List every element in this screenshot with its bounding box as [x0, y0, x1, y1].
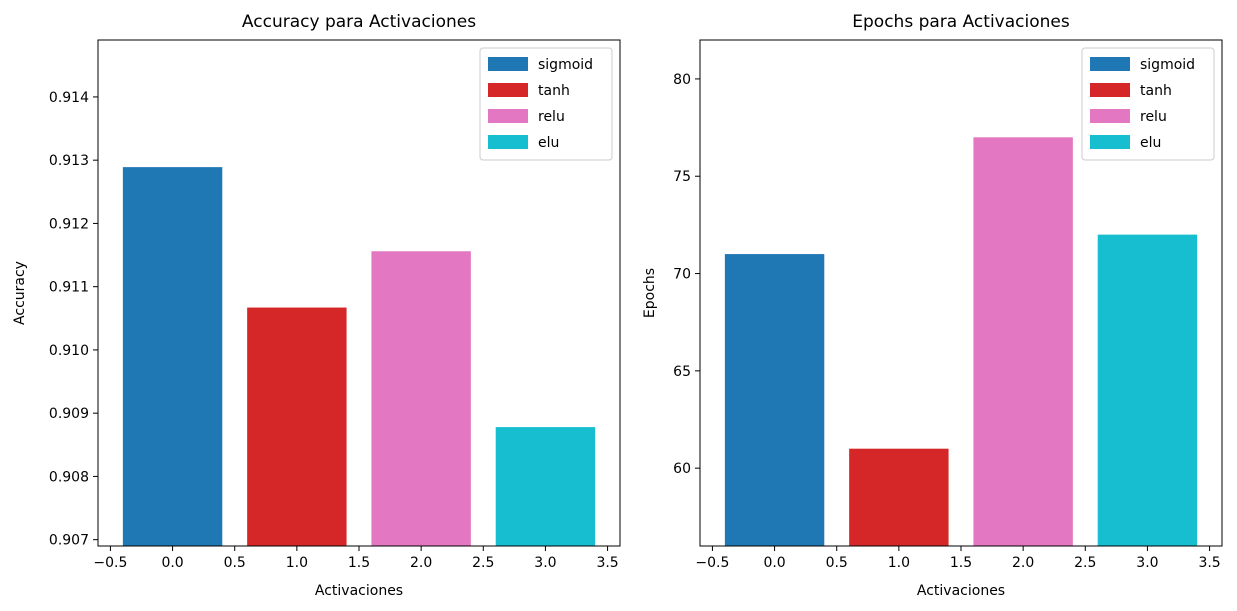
x-tick-label: 1.0 — [888, 555, 910, 571]
x-axis-label: Activaciones — [917, 583, 1005, 599]
y-tick-label: 0.910 — [49, 343, 89, 359]
y-tick-label: 65 — [673, 364, 691, 380]
legend-label-elu: elu — [538, 135, 559, 151]
legend-swatch-elu — [1090, 135, 1130, 149]
legend-label-tanh: tanh — [538, 83, 570, 99]
x-tick-label: 2.5 — [472, 555, 494, 571]
legend-swatch-elu — [488, 135, 528, 149]
x-tick-label: 1.5 — [348, 555, 370, 571]
x-tick-label: 0.0 — [763, 555, 785, 571]
legend-swatch-tanh — [488, 83, 528, 97]
y-tick-label: 0.913 — [49, 153, 89, 169]
bar-relu — [973, 137, 1073, 547]
bar-tanh — [247, 307, 347, 546]
bar-relu — [371, 251, 471, 546]
y-tick-label: 80 — [673, 72, 691, 88]
bar-sigmoid — [724, 254, 825, 547]
y-tick-label: 70 — [673, 267, 691, 283]
x-tick-label: 3.5 — [1198, 555, 1220, 571]
x-tick-label: 1.0 — [286, 555, 308, 571]
bar-elu — [1097, 234, 1198, 546]
x-tick-label: 2.0 — [410, 555, 432, 571]
x-tick-label: 2.0 — [1012, 555, 1034, 571]
epochs-chart: Epochs para Activaciones Activaciones Ep… — [642, 12, 1223, 599]
legend: sigmoid tanh relu elu — [1081, 47, 1215, 161]
bar-elu — [495, 427, 596, 546]
bar-sigmoid — [122, 167, 223, 546]
legend-label-sigmoid: sigmoid — [1140, 57, 1195, 73]
x-tick-label: −0.5 — [93, 555, 127, 571]
legend-label-relu: relu — [538, 109, 565, 125]
legend-label-relu: relu — [1140, 109, 1167, 125]
legend-box — [479, 47, 613, 161]
accuracy-chart: Accuracy para Activaciones Activaciones … — [12, 12, 621, 599]
legend-label-elu: elu — [1140, 135, 1161, 151]
y-axis-label: Epochs — [642, 268, 658, 318]
x-tick-label: 3.0 — [1136, 555, 1158, 571]
legend: sigmoid tanh relu elu — [479, 47, 613, 161]
y-tick-label: 0.914 — [49, 90, 89, 106]
x-tick-label: 0.5 — [224, 555, 246, 571]
legend-box — [1081, 47, 1215, 161]
y-tick-label: 0.908 — [49, 469, 89, 485]
x-axis-label: Activaciones — [315, 583, 403, 599]
y-tick-label: 60 — [673, 461, 691, 477]
x-tick-label: −0.5 — [695, 555, 729, 571]
y-tick-label: 0.907 — [49, 533, 89, 549]
legend-swatch-tanh — [1090, 83, 1130, 97]
legend-label-tanh: tanh — [1140, 83, 1172, 99]
legend-label-sigmoid: sigmoid — [538, 57, 593, 73]
chart-title: Epochs para Activaciones — [852, 12, 1070, 32]
chart-title: Accuracy para Activaciones — [242, 12, 476, 32]
y-tick-label: 0.909 — [49, 406, 89, 422]
y-tick-label: 75 — [673, 169, 691, 185]
x-tick-label: 0.5 — [826, 555, 848, 571]
legend-swatch-relu — [488, 109, 528, 123]
x-tick-label: 3.0 — [534, 555, 556, 571]
y-tick-label: 0.912 — [49, 216, 89, 232]
y-axis-label: Accuracy — [12, 261, 28, 325]
legend-swatch-sigmoid — [488, 57, 528, 71]
x-tick-label: 3.5 — [596, 555, 618, 571]
legend-swatch-relu — [1090, 109, 1130, 123]
legend-swatch-sigmoid — [1090, 57, 1130, 71]
x-tick-label: 0.0 — [161, 555, 183, 571]
bar-tanh — [849, 448, 949, 546]
x-tick-label: 1.5 — [950, 555, 972, 571]
y-tick-label: 0.911 — [49, 280, 89, 296]
x-tick-label: 2.5 — [1074, 555, 1096, 571]
